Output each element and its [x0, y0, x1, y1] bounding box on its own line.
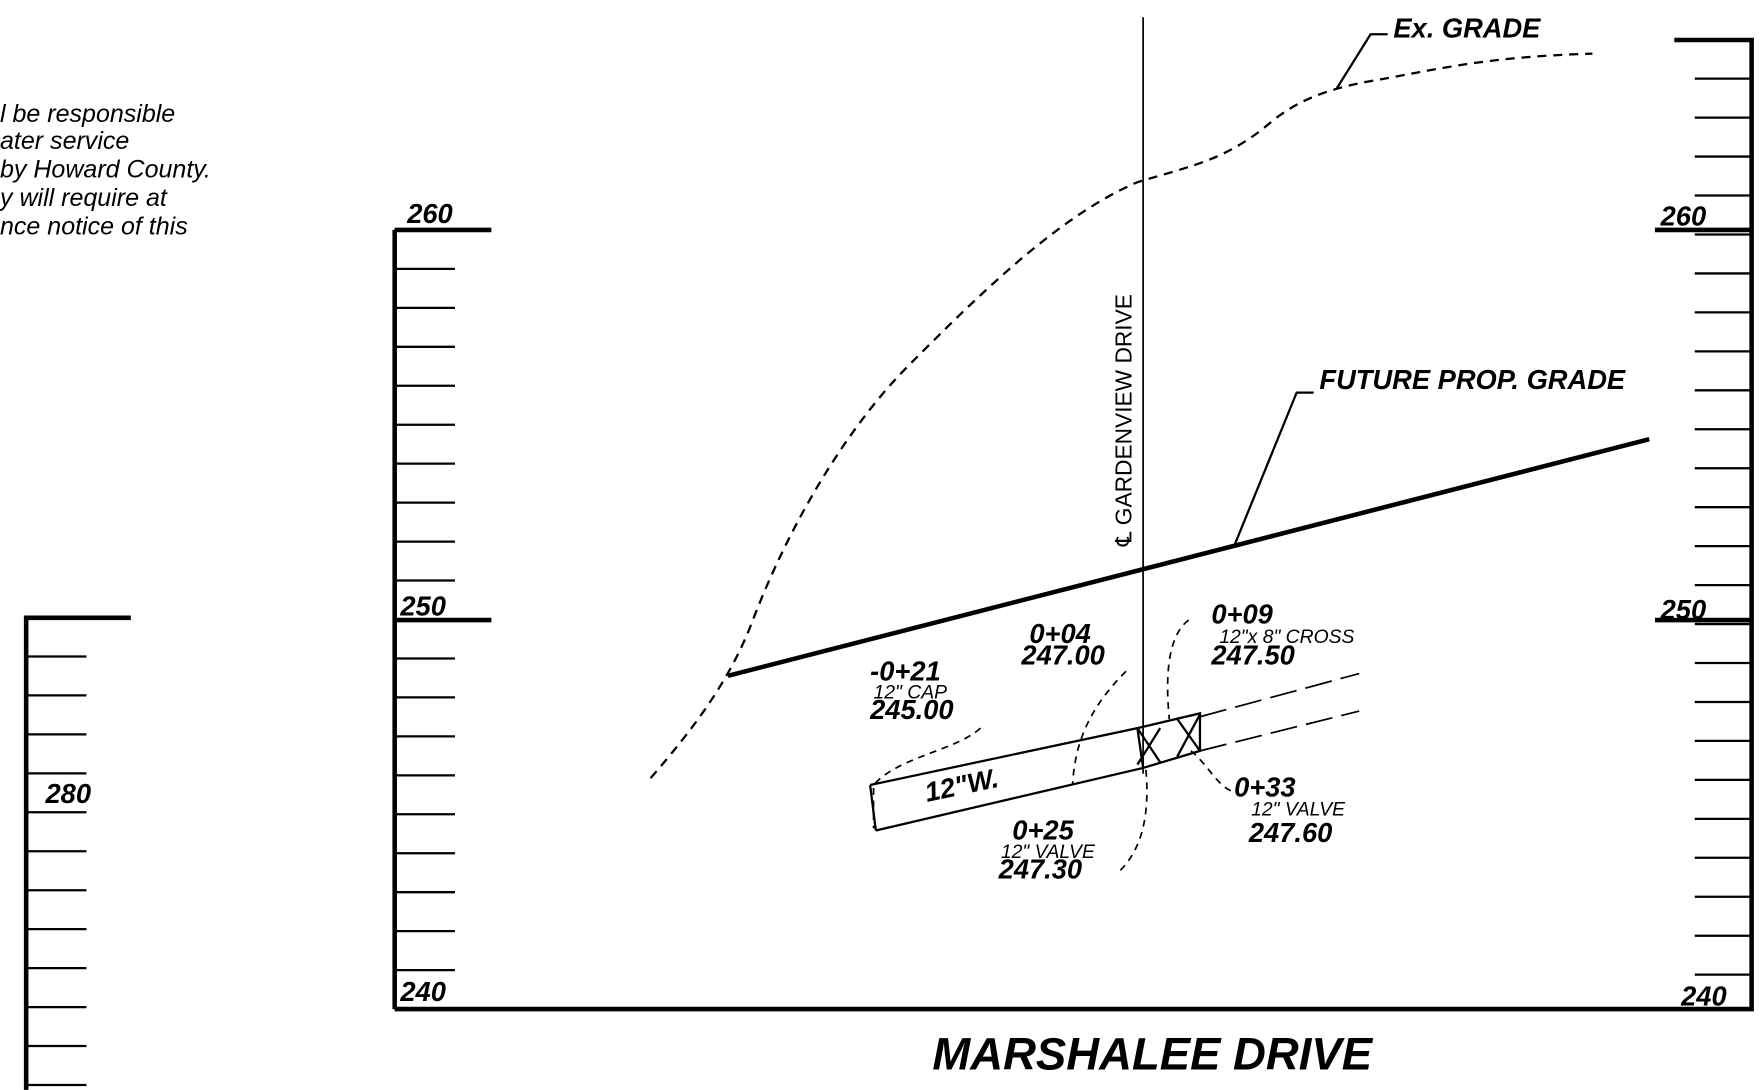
- label: 247.50: [1210, 639, 1294, 670]
- label: FUTURE PROP. GRADE: [1319, 364, 1625, 395]
- station-labels: -0+21 12" CAP 245.00 0+04 247.00 0+09 12…: [869, 598, 1354, 884]
- label: Ex. GRADE: [1393, 13, 1541, 44]
- leader: [1233, 33, 1388, 547]
- label: 12" VALVE: [1251, 800, 1346, 821]
- label: -0+21: [870, 655, 941, 686]
- elev-label: 260: [1660, 200, 1707, 231]
- label: 247.00: [1020, 639, 1104, 670]
- note-line: nce notice of this: [0, 212, 188, 240]
- elev-label: 250: [1660, 594, 1707, 625]
- elev-label: 260: [406, 198, 453, 229]
- major-ticks: [394, 227, 1752, 623]
- label: 0+04: [1029, 618, 1090, 649]
- pipe: [868, 727, 1144, 832]
- note-line: l be responsible: [0, 100, 175, 128]
- label: 247.60: [1248, 817, 1332, 848]
- existing-grade: [649, 52, 1593, 779]
- centerline-label: ℄ GARDENVIEW DRIVE: [1111, 294, 1137, 547]
- elev-label: 250: [399, 591, 446, 622]
- label: 247.30: [998, 853, 1082, 884]
- label: 0+09: [1211, 598, 1273, 629]
- scale-label: 280: [44, 778, 91, 809]
- label: 12" VALVE: [1001, 842, 1096, 863]
- note-line: by Howard County.: [0, 156, 211, 184]
- note-line: y will require at: [0, 184, 168, 212]
- label: 0+33: [1234, 771, 1295, 802]
- label: 12"x 8" CROSS: [1219, 627, 1354, 648]
- pipe-extension: [1199, 672, 1360, 752]
- notes: l be responsible ater service by Howard …: [0, 100, 211, 241]
- ticks: [26, 77, 1752, 1087]
- label: 12" CAP: [874, 683, 948, 704]
- note-line: ater service: [0, 127, 129, 155]
- label: 0+25: [1012, 815, 1074, 846]
- fittings: [1136, 711, 1202, 770]
- leader: [872, 619, 1232, 871]
- profile-title: MARSHALEE DRIVE: [932, 1028, 1373, 1079]
- elev-label: 240: [1680, 981, 1727, 1012]
- label: 245.00: [869, 694, 953, 725]
- left-scale-axis: [23, 615, 131, 1090]
- elev-label: 240: [399, 976, 446, 1007]
- future-grade: [727, 437, 1650, 679]
